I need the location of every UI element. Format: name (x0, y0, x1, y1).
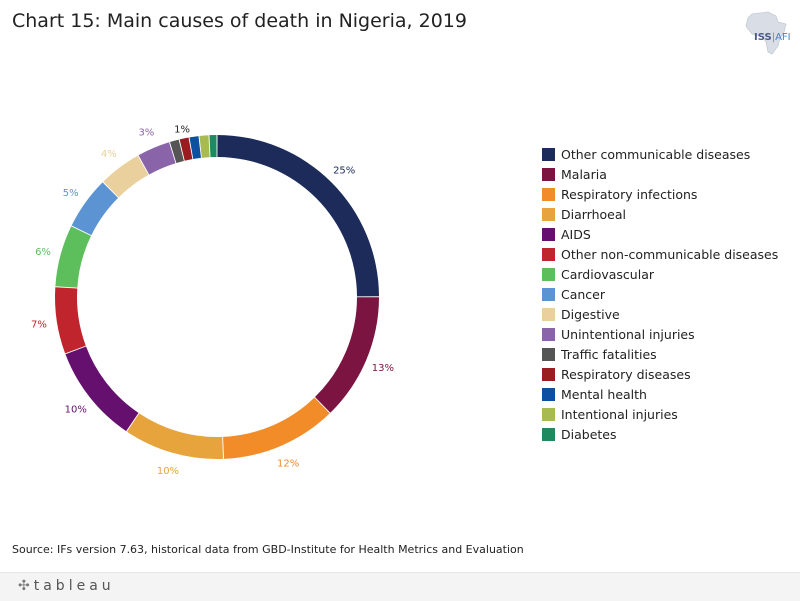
legend-label: Other communicable diseases (561, 146, 751, 162)
legend-label: AIDS (561, 226, 591, 242)
slice-labels: 25% 13% 12% 10% 10% 7% 6% 5% 4% 3% 1% (31, 125, 394, 478)
legend-label: Cancer (561, 286, 606, 302)
slice-other-communicable-diseases[interactable] (217, 135, 379, 297)
legend-label: Diarrhoeal (561, 206, 626, 222)
source-note: Source: IFs version 7.63, historical dat… (12, 543, 524, 556)
legend-item[interactable]: Respiratory infections (542, 184, 778, 204)
legend-swatch (542, 167, 555, 181)
legend-item[interactable]: Respiratory diseases (542, 364, 778, 384)
slice-other-non-communicable-diseases[interactable] (55, 287, 86, 354)
legend-item[interactable]: Other non-communicable diseases (542, 244, 778, 264)
tableau-plus-icon: ✣ (18, 578, 30, 594)
legend-swatch (542, 247, 555, 261)
legend-label: Malaria (561, 166, 607, 182)
slice-intentional-injuries[interactable] (199, 135, 210, 158)
chart-legend: Other communicable diseases Malaria Respir… (542, 144, 778, 444)
slice-label: 5% (63, 188, 79, 199)
donut-slices (55, 135, 379, 459)
legend-swatch (542, 387, 555, 401)
slice-label: 25% (333, 166, 355, 177)
slice-label: 13% (372, 363, 394, 374)
legend-swatch (542, 227, 555, 241)
legend-label: Digestive (561, 306, 620, 322)
legend-item[interactable]: Malaria (542, 164, 778, 184)
slice-label: 7% (31, 319, 47, 330)
slice-diarrhoeal[interactable] (126, 413, 224, 459)
slice-traffic-fatalities[interactable] (169, 139, 184, 164)
slice-mental-health[interactable] (189, 136, 201, 160)
legend-item[interactable]: AIDS (542, 224, 778, 244)
legend-item[interactable]: Traffic fatalities (542, 344, 778, 364)
legend-swatch (542, 207, 555, 221)
legend-swatch (542, 187, 555, 201)
legend-item[interactable]: Unintentional injuries (542, 324, 778, 344)
legend-swatch (542, 347, 555, 361)
iss-afi-logo: ISS|AFI (754, 32, 791, 43)
legend-item[interactable]: Digestive (542, 304, 778, 324)
legend-item[interactable]: Intentional injuries (542, 404, 778, 424)
legend-item[interactable]: Mental health (542, 384, 778, 404)
chart-title: Chart 15: Main causes of death in Nigeri… (12, 10, 467, 32)
slice-label: 4% (101, 149, 117, 160)
slice-respiratory-diseases[interactable] (179, 137, 193, 161)
slice-label: 10% (157, 466, 179, 477)
slice-label: 1% (174, 125, 190, 136)
legend-item[interactable]: Other communicable diseases (542, 144, 778, 164)
slice-label: 3% (138, 127, 154, 138)
legend-label: Traffic fatalities (561, 346, 657, 362)
legend-swatch (542, 147, 555, 161)
donut-chart: 25% 13% 12% 10% 10% 7% 6% 5% 4% 3% 1% (31, 125, 394, 478)
legend-swatch (542, 367, 555, 381)
slice-label: 10% (65, 405, 87, 416)
legend-swatch (542, 407, 555, 421)
slice-cancer[interactable] (71, 182, 119, 236)
legend-item[interactable]: Cardiovascular (542, 264, 778, 284)
slice-cardiovascular[interactable] (55, 226, 92, 288)
legend-swatch (542, 307, 555, 321)
legend-item[interactable]: Diabetes (542, 424, 778, 444)
slice-unintentional-injuries[interactable] (138, 142, 176, 175)
legend-swatch (542, 427, 555, 441)
tableau-footer: ✣ tableau (0, 572, 800, 601)
legend-label: Unintentional injuries (561, 326, 695, 342)
slice-aids[interactable] (65, 346, 139, 432)
tableau-logo[interactable]: ✣ tableau (18, 578, 115, 594)
legend-label: Other non-communicable diseases (561, 246, 779, 262)
legend-label: Mental health (561, 386, 647, 402)
legend-item[interactable]: Diarrhoeal (542, 204, 778, 224)
legend-label: Cardiovascular (561, 266, 654, 282)
slice-respiratory-infections[interactable] (223, 397, 330, 459)
slice-label: 12% (277, 458, 299, 469)
legend-item[interactable]: Cancer (542, 284, 778, 304)
legend-swatch (542, 327, 555, 341)
legend-label: Intentional injuries (561, 406, 678, 422)
slice-diabetes[interactable] (209, 135, 217, 158)
legend-label: Respiratory infections (561, 186, 698, 202)
slice-label: 6% (35, 247, 51, 258)
africa-map-icon (745, 11, 787, 55)
legend-label: Diabetes (561, 426, 617, 442)
slice-malaria[interactable] (314, 297, 379, 413)
legend-label: Respiratory diseases (561, 366, 691, 382)
legend-swatch (542, 287, 555, 301)
slice-digestive[interactable] (103, 155, 149, 198)
legend-swatch (542, 267, 555, 281)
